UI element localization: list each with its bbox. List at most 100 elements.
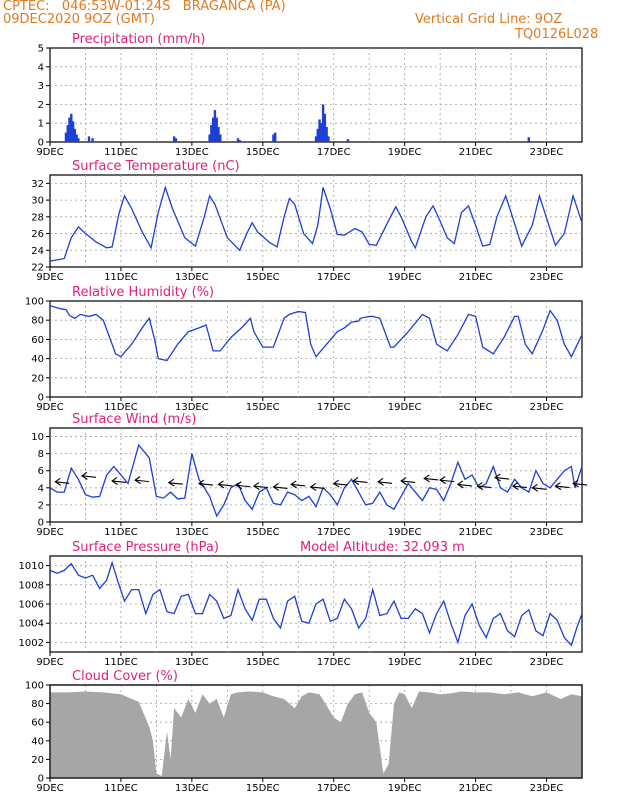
wind-arrow-head [111, 477, 118, 485]
precip-bar [91, 138, 94, 142]
pressure-xtick-label: 9DEC [36, 657, 63, 668]
wind-xtick-label: 19DEC [388, 527, 422, 538]
wind-arrow-shaft [477, 485, 492, 489]
wind-xtick-label: 23DEC [530, 527, 564, 538]
humidity-xtick-label: 21DEC [459, 402, 493, 413]
precip-panel: 0 1 2 3 4 5 9DEC 11DEC 13DEC 15DEC 17DEC 19DEC 21DEC… [36, 32, 583, 158]
cloud-xtick-label: 23DEC [530, 783, 564, 794]
wind-arrow-shaft [353, 480, 368, 484]
precip-bar [316, 128, 319, 142]
pressure-xtick-label: 11DEC [104, 657, 138, 668]
wind-arrow-head [423, 474, 430, 483]
humidity-ytick-label: 80 [31, 316, 44, 327]
precip-xtick-label: 19DEC [388, 147, 422, 158]
header-datetime: 09DEC2020 9OZ (GMT) [3, 12, 155, 27]
wind-arrow-shaft [457, 483, 472, 487]
cloud-xtick-label: 19DEC [388, 783, 422, 794]
temperature-panel: 22 24 26 28 30 32 9DEC 11DEC 13DEC 15DEC 17DEC 19DE… [31, 159, 583, 283]
precip-bar [320, 123, 323, 142]
precip-bar [70, 113, 73, 142]
precip-bar [66, 125, 69, 142]
wind-arrow-head [554, 482, 562, 491]
wind-xtick-label: 21DEC [459, 527, 493, 538]
wind-ytick-label: 6 [38, 466, 44, 477]
precip-xtick-label: 15DEC [246, 147, 280, 158]
humidity-series-line [49, 305, 583, 362]
wind-arrow-shaft [378, 481, 393, 484]
pressure-xtick-label: 21DEC [459, 657, 493, 668]
cloud-xtick-label: 9DEC [36, 783, 63, 794]
temperature-xtick-label: 9DEC [36, 272, 63, 283]
pressure-xtick-label: 23DEC [530, 657, 564, 668]
humidity-ytick-label: 20 [31, 373, 44, 384]
wind-arrow-head [252, 482, 260, 491]
cloud-panel: 0 20 40 60 80 100 9DEC 11DEC 13DEC 15DEC 17DEC 19DE… [25, 669, 583, 794]
humidity-panel: 0 20 40 60 80 100 9DEC 11DEC 13DEC 15DEC 17DEC 19DE… [25, 285, 583, 413]
cloud-frame [49, 684, 583, 779]
wind-arrow-shaft [135, 479, 150, 483]
precip-xtick-label: 9DEC [36, 147, 63, 158]
precip-bar [211, 117, 215, 142]
wind-arrow-head [377, 477, 384, 486]
pressure-ytick-label: 1006 [19, 600, 44, 611]
pressure-xtick-label: 15DEC [246, 657, 280, 668]
pressure-series-line [49, 560, 583, 647]
wind-xtick-label: 9DEC [36, 527, 63, 538]
precip-bar [64, 132, 68, 142]
wind-arrow-head [217, 480, 225, 489]
precip-bar [219, 134, 222, 142]
precip-bar [346, 139, 350, 142]
precip-ytick-label: 1 [38, 119, 44, 130]
precip-bar [71, 121, 75, 142]
pressure-ytick-label: 1002 [19, 638, 44, 649]
pressure-xtick-label: 19DEC [388, 657, 422, 668]
humidity-xtick-label: 13DEC [175, 402, 209, 413]
wind-xtick-label: 15DEC [246, 527, 280, 538]
pressure-ytick-label: 1008 [19, 580, 44, 591]
precip-ytick-label: 5 [38, 44, 44, 55]
wind-arrow-head [511, 482, 519, 491]
wind-arrow-shaft [273, 486, 288, 490]
humidity-ytick-label: 40 [31, 354, 44, 365]
wind-arrow-shaft [495, 477, 510, 480]
wind-arrow-shaft [236, 484, 251, 488]
wind-arrow-head [332, 479, 340, 488]
precip-ytick-label: 4 [38, 62, 44, 73]
humidity-title: Relative Humidity (%) [72, 285, 214, 300]
precip-bar [75, 134, 78, 142]
precip-bar [272, 134, 275, 142]
temperature-ytick-label: 32 [31, 179, 44, 190]
wind-arrow-head [352, 477, 360, 485]
precip-plot-area [49, 47, 583, 143]
wind-arrow-shaft [512, 485, 527, 489]
precip-xtick-label: 13DEC [175, 147, 209, 158]
temperature-xtick-label: 21DEC [459, 272, 493, 283]
wind-arrow-head [439, 476, 446, 485]
precip-bar [327, 136, 330, 142]
wind-panel: 0 2 4 6 8 10 9DEC 11DEC 13DEC 15DEC 17DEC 19DEC 21DE… [31, 412, 588, 538]
pressure-panel: 1002 1004 1006 1008 1010 9DEC 11DEC 13DEC 15DEC 1… [19, 540, 583, 668]
precip-bar [318, 119, 321, 142]
wind-ytick-label: 0 [38, 518, 44, 529]
precip-xtick-label: 21DEC [459, 147, 493, 158]
wind-arrow-head [167, 478, 175, 487]
precip-bar [73, 128, 77, 142]
cloud-ytick-label: 60 [31, 718, 44, 729]
humidity-xtick-label: 9DEC [36, 402, 63, 413]
temperature-xtick-label: 11DEC [104, 272, 138, 283]
humidity-plot-area [49, 300, 583, 398]
precip-bar [77, 138, 80, 142]
pressure-ytick-label: 1010 [19, 561, 44, 572]
precip-ytick-label: 3 [38, 81, 44, 92]
humidity-ytick-label: 60 [31, 335, 44, 346]
wind-arrow-shaft [440, 479, 455, 483]
wind-arrow-head [272, 483, 280, 491]
temperature-xtick-label: 23DEC [530, 272, 564, 283]
wind-arrow-shaft [55, 481, 70, 484]
cloud-xtick-label: 11DEC [104, 783, 138, 794]
precip-bar [238, 140, 241, 142]
cloud-ytick-label: 40 [31, 736, 44, 747]
wind-arrow-shaft [310, 486, 325, 490]
cloud-ytick-label: 0 [38, 774, 44, 785]
